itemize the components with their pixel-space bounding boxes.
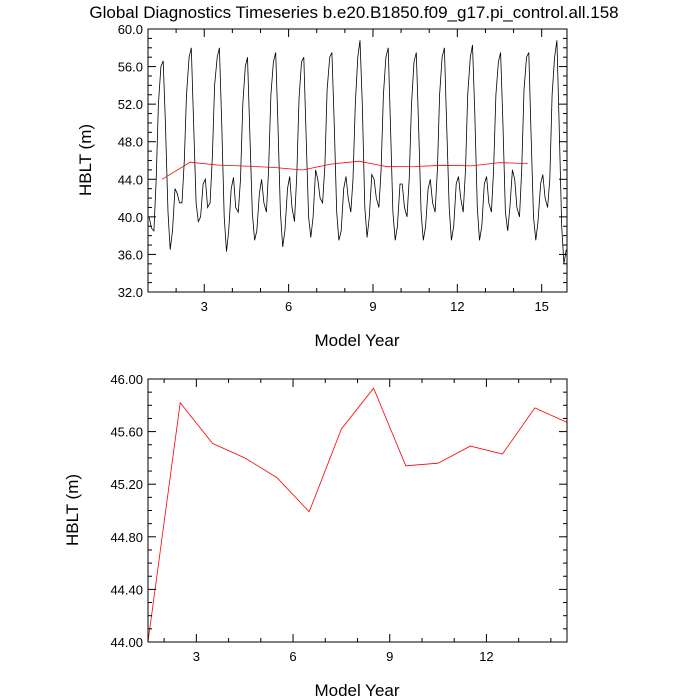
- x-tick-label: 12: [479, 649, 493, 664]
- plot-frame: [147, 378, 568, 643]
- y-tick-label: 44.80: [110, 530, 143, 545]
- x-axis-label: Model Year: [314, 681, 399, 700]
- x-tick-label: 6: [289, 649, 296, 664]
- x-tick-label: 3: [201, 299, 208, 314]
- y-tick-label: 44.0: [118, 172, 143, 187]
- x-tick-label: 3: [193, 649, 200, 664]
- y-tick-label: 45.60: [110, 425, 143, 440]
- series-line-1: [148, 40, 567, 264]
- series-line-2: [161, 160, 528, 180]
- x-tick-label: 6: [285, 299, 292, 314]
- x-axis-label: Model Year: [314, 331, 399, 350]
- y-tick-label: 60.0: [118, 22, 143, 37]
- y-tick-label: 45.20: [110, 477, 143, 492]
- chart-title: Global Diagnostics Timeseries b.e20.B185…: [89, 3, 618, 22]
- y-tick-label: 44.40: [110, 582, 143, 597]
- y-tick-label: 32.0: [118, 285, 143, 300]
- series-line-1: [147, 387, 568, 643]
- x-tick-label: 12: [450, 299, 464, 314]
- y-tick-label: 36.0: [118, 247, 143, 262]
- y-tick-label: 48.0: [118, 135, 143, 150]
- y-tick-label: 46.00: [110, 372, 143, 387]
- y-axis-label: HBLT (m): [63, 474, 82, 546]
- y-axis-label: HBLT (m): [76, 124, 95, 196]
- y-tick-label: 52.0: [118, 97, 143, 112]
- x-tick-label: 15: [534, 299, 548, 314]
- timeseries-chart: Model Year HBLT (m) 3 6 9 12 15 32.0 36.0 40.0 4…: [76, 22, 568, 350]
- y-tick-label: 44.00: [110, 635, 143, 650]
- x-tick-label: 9: [386, 649, 393, 664]
- x-tick-label: 9: [369, 299, 376, 314]
- annual-mean-chart: Model Year HBLT (m) 3 6 9 12 44.00 44.40 44.80…: [63, 372, 568, 700]
- y-tick-label: 40.0: [118, 210, 143, 225]
- y-tick-label: 56.0: [118, 60, 143, 75]
